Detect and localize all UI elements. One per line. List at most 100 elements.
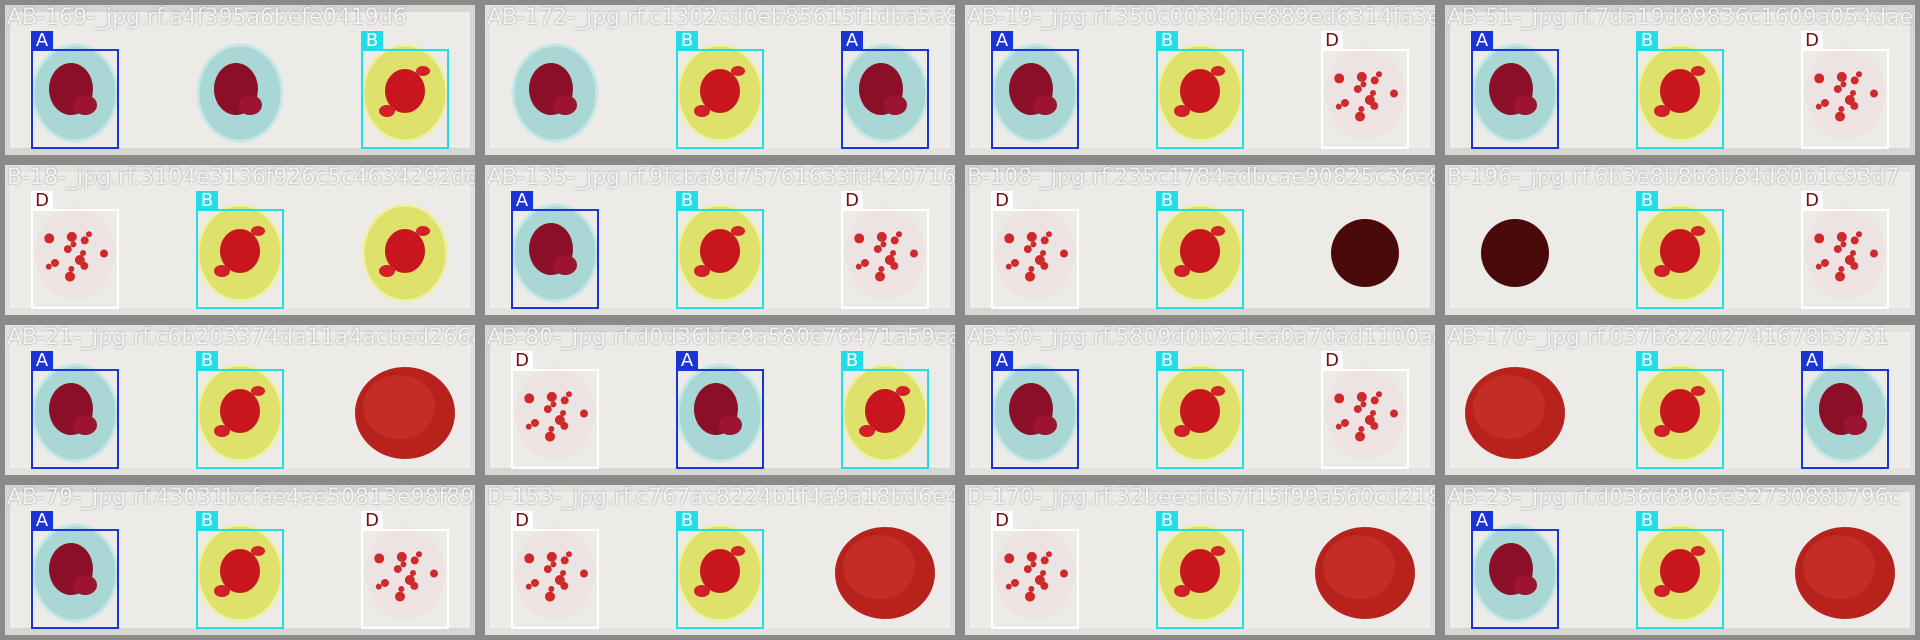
detection-box: B bbox=[1156, 31, 1244, 149]
detection-class-label: D bbox=[841, 191, 863, 211]
detection-box: B bbox=[196, 511, 284, 629]
detection-class-label: D bbox=[991, 191, 1013, 211]
detection-box: B bbox=[1636, 31, 1724, 149]
detection-box: A bbox=[1471, 511, 1559, 629]
image-filename: AB-79-_jpg.rf.43031bcfae4ae50813e98f89 bbox=[7, 485, 475, 510]
image-filename: AB-23-_jpg.rf.d036d8905e3273088b796c bbox=[1447, 485, 1901, 510]
detection-box: A bbox=[841, 31, 929, 149]
detection-class-label: B bbox=[1636, 351, 1658, 371]
image-filename: AB-19-_jpg.rf.350c00340be889ed6314fa3e bbox=[967, 5, 1437, 30]
detection-tile: D A B AB-80-_jpg.rf.d0d36bfe9a580e76471a59e… bbox=[480, 320, 960, 480]
specimen-photo bbox=[5, 325, 475, 475]
detection-box: B bbox=[1156, 191, 1244, 309]
detection-box: A bbox=[991, 351, 1079, 469]
specimen-photo bbox=[485, 485, 955, 635]
detection-box: D bbox=[991, 191, 1079, 309]
detection-class-label: B bbox=[361, 31, 383, 51]
specimen-photo bbox=[965, 5, 1435, 155]
detection-tile: A B AB-169-_jpg.rf.a4f395a6befe0419d6 bbox=[0, 0, 480, 160]
detection-box: D bbox=[1321, 351, 1409, 469]
specimen-photo bbox=[5, 165, 475, 315]
detection-class-label: B bbox=[1636, 511, 1658, 531]
detection-box: D bbox=[31, 191, 119, 309]
detection-box: B bbox=[676, 31, 764, 149]
detection-class-label: B bbox=[196, 351, 218, 371]
detection-box: D bbox=[361, 511, 449, 629]
detection-tile: A B D AB-135-_jpg.rf.9fcba9d75761633fd42071… bbox=[480, 160, 960, 320]
detection-tile: A B D AB-51-_jpg.rf.7da19d89836c1609a054dae bbox=[1440, 0, 1920, 160]
image-filename: AB-21-_jpg.rf.c6b203374da11a4acbed266a bbox=[7, 325, 477, 350]
detection-box: A bbox=[31, 31, 119, 149]
image-filename: AB-80-_jpg.rf.d0d36bfe9a580e76471a59ea bbox=[487, 325, 957, 350]
detection-box: A bbox=[511, 191, 599, 309]
detection-class-label: D bbox=[1321, 31, 1343, 51]
detection-box: B bbox=[361, 31, 449, 149]
detection-class-label: B bbox=[841, 351, 863, 371]
detection-class-label: B bbox=[1156, 31, 1178, 51]
specimen-photo bbox=[485, 5, 955, 155]
detection-class-label: A bbox=[1471, 511, 1493, 531]
detection-box: A bbox=[31, 351, 119, 469]
specimen-photo bbox=[965, 325, 1435, 475]
specimen-photo bbox=[1445, 5, 1915, 155]
detection-tile: A B AB-23-_jpg.rf.d036d8905e3273088b796c bbox=[1440, 480, 1920, 640]
detection-box: B bbox=[1636, 191, 1724, 309]
image-filename: AB-50-_jpg.rf.5809d0b2c1ea0a70ad1100ac bbox=[967, 325, 1437, 350]
detection-box: D bbox=[511, 511, 599, 629]
detection-class-label: B bbox=[196, 511, 218, 531]
detection-class-label: A bbox=[676, 351, 698, 371]
detection-box: B bbox=[1636, 351, 1724, 469]
specimen-photo bbox=[485, 325, 955, 475]
detection-tile: A B D AB-50-_jpg.rf.5809d0b2c1ea0a70ad1100a… bbox=[960, 320, 1440, 480]
specimen-photo bbox=[1445, 165, 1915, 315]
detection-class-label: B bbox=[676, 511, 698, 531]
detection-box: B bbox=[196, 191, 284, 309]
detection-class-label: B bbox=[1636, 31, 1658, 51]
detection-box: D bbox=[1801, 31, 1889, 149]
detection-class-label: B bbox=[676, 191, 698, 211]
specimen-photo bbox=[1445, 485, 1915, 635]
specimen-photo bbox=[1445, 325, 1915, 475]
detection-class-label: A bbox=[991, 31, 1013, 51]
specimen-photo bbox=[5, 485, 475, 635]
detection-class-label: A bbox=[31, 351, 53, 371]
detection-class-label: D bbox=[361, 511, 383, 531]
detection-class-label: B bbox=[1636, 191, 1658, 211]
detection-box: A bbox=[1471, 31, 1559, 149]
detection-class-label: A bbox=[1471, 31, 1493, 51]
detection-tile: D B D-153-_jpg.rf.c767ac8224b1f4a9a18bd6e4 bbox=[480, 480, 960, 640]
image-filename: B-18-_jpg.rf.3104e3136f926c5c4634292dd2 bbox=[7, 165, 477, 190]
image-filename: AB-135-_jpg.rf.9fcba9d75761633fd42071680 bbox=[487, 165, 957, 190]
detection-box: B bbox=[1156, 351, 1244, 469]
detection-tile: B D B-196-_jpg.rf.6b3e8b8b8b84d80b1c93d7 bbox=[1440, 160, 1920, 320]
detection-tile: B A AB-170-_jpg.rf.037b82202741678b3731 bbox=[1440, 320, 1920, 480]
detection-class-label: D bbox=[31, 191, 53, 211]
detection-tile: A B AB-21-_jpg.rf.c6b203374da11a4acbed266a bbox=[0, 320, 480, 480]
detection-box: A bbox=[991, 31, 1079, 149]
detection-tile: A B D AB-79-_jpg.rf.43031bcfae4ae50813e98f8… bbox=[0, 480, 480, 640]
detection-class-label: A bbox=[841, 31, 863, 51]
detection-class-label: B bbox=[676, 31, 698, 51]
specimen-photo bbox=[965, 165, 1435, 315]
detection-class-label: D bbox=[511, 511, 533, 531]
detection-box: D bbox=[1321, 31, 1409, 149]
detection-box: D bbox=[1801, 191, 1889, 309]
detection-box: B bbox=[676, 511, 764, 629]
image-filename: B-108-_jpg.rf.235c1784adbcae90825c36e8 bbox=[967, 165, 1437, 190]
image-filename: AB-172-_jpg.rf.c1302cd0eb85615f1dba5a8c bbox=[487, 5, 957, 30]
detection-box: D bbox=[511, 351, 599, 469]
detection-tile: B A AB-172-_jpg.rf.c1302cd0eb85615f1dba5a8… bbox=[480, 0, 960, 160]
detection-box: B bbox=[1156, 511, 1244, 629]
detection-class-label: A bbox=[511, 191, 533, 211]
detection-box: A bbox=[676, 351, 764, 469]
detection-box: A bbox=[1801, 351, 1889, 469]
detection-class-label: D bbox=[511, 351, 533, 371]
specimen-photo bbox=[965, 485, 1435, 635]
specimen-photo bbox=[5, 5, 475, 155]
specimen-photo bbox=[485, 165, 955, 315]
image-filename: AB-169-_jpg.rf.a4f395a6befe0419d6 bbox=[7, 5, 407, 30]
detection-box: A bbox=[31, 511, 119, 629]
image-filename: D-170-_jpg.rf.32beecfd37f15f99a560cd218 bbox=[967, 485, 1437, 510]
detection-class-label: D bbox=[1321, 351, 1343, 371]
